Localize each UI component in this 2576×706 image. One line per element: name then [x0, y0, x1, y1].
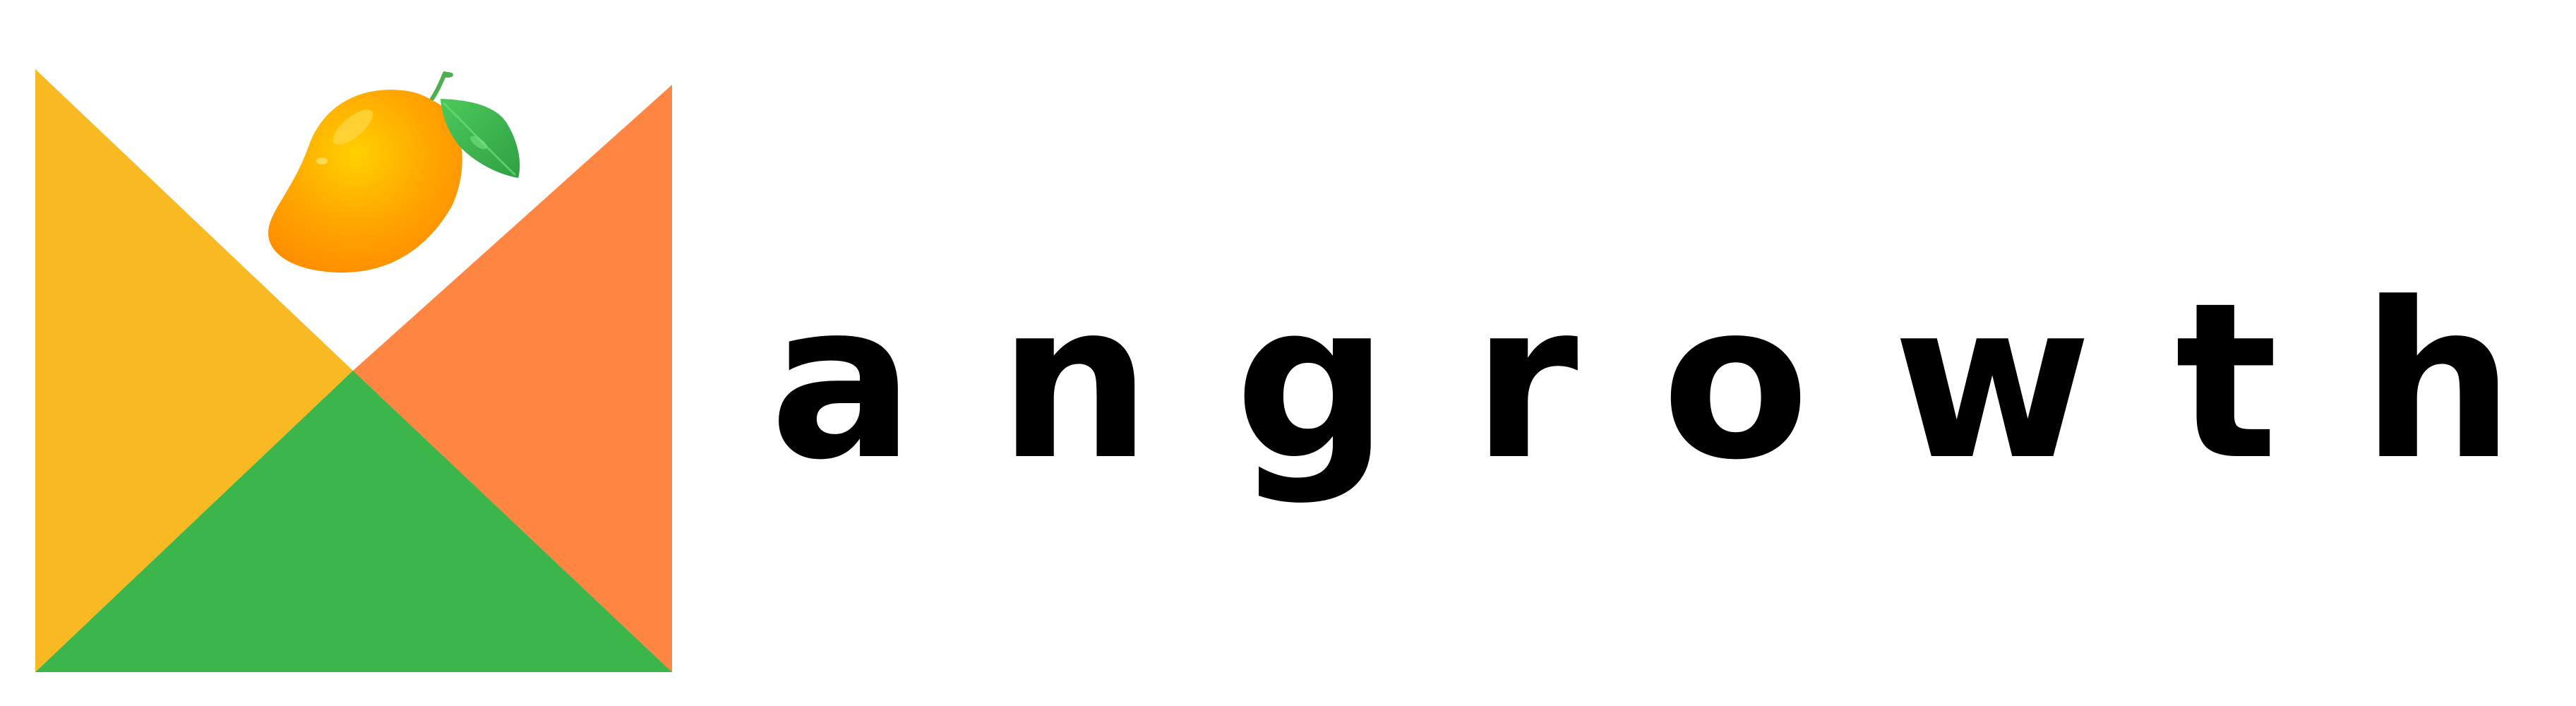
- logo-right-panel: [353, 85, 672, 672]
- brand-logo-mark: [35, 69, 672, 672]
- logo-left-panel: [35, 69, 353, 672]
- brand-wordmark: angrowth: [769, 256, 2576, 507]
- logo-bottom-panel: [35, 371, 672, 672]
- mango-icon: [268, 71, 520, 273]
